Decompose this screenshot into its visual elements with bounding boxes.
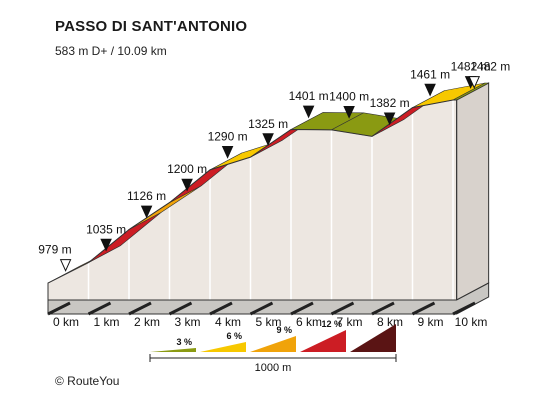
km-tick-mark [330, 301, 355, 316]
elevation-label: 1382 m [370, 96, 410, 110]
elevation-marker [140, 205, 153, 219]
elevation-marker [424, 83, 436, 97]
profile-front-face [48, 100, 457, 300]
km-tick-label: 5 km [255, 315, 281, 329]
km-tick-label: 1 km [93, 315, 119, 329]
gradient-legend-swatch [250, 336, 296, 352]
chart-subtitle: 583 m D+ / 10.09 km [55, 44, 167, 58]
elevation-label: 1035 m [86, 222, 126, 236]
elevation-label: 1482 m [470, 60, 510, 74]
km-tick-label: 0 km [53, 315, 79, 329]
km-tick-mark [47, 301, 71, 316]
km-tick-label: 7 km [336, 315, 362, 329]
km-tick-mark [209, 301, 233, 316]
elevation-label: 1461 m [410, 67, 450, 81]
profile-outline [47, 99, 458, 300]
elevation-label: 1200 m [167, 162, 207, 176]
gradient-legend-swatch [300, 330, 346, 352]
km-tick-mark [249, 301, 274, 316]
gradient-legend-label: 3 % [176, 337, 192, 347]
elevation-marker [343, 105, 355, 119]
km-tick-label: 4 km [215, 315, 241, 329]
elevation-marker [302, 105, 315, 119]
km-tick-label: 6 km [296, 315, 322, 329]
km-tick-label: 10 km [455, 315, 488, 329]
elevation-marker [383, 112, 396, 126]
profile-end-face [456, 82, 490, 301]
gradient-legend-swatch [200, 342, 246, 352]
km-tick-mark [128, 301, 152, 316]
km-tick-mark [411, 301, 436, 316]
km-tick-mark [452, 301, 476, 316]
chart-title: PASSO DI SANT'ANTONIO [55, 18, 248, 35]
elevation-marker [468, 76, 481, 89]
scale-label: 1000 m [255, 362, 292, 374]
elevation-label: 1325 m [248, 117, 288, 131]
km-tick-mark [290, 301, 314, 316]
km-tick-mark [168, 301, 193, 316]
elevation-label: 1126 m [127, 189, 166, 203]
credit-footer: © RouteYou [55, 374, 120, 388]
km-tick-mark [87, 301, 112, 316]
elevation-marker [221, 146, 234, 159]
elevation-label: 1401 m [289, 89, 329, 103]
elevation-label: 979 m [38, 243, 71, 257]
elevation-label: 1400 m [329, 89, 369, 103]
elevation-label: 1290 m [208, 130, 248, 144]
km-tick-label: 3 km [174, 315, 200, 329]
gradient-legend-label: 9 % [276, 325, 292, 335]
elevation-marker [181, 178, 193, 192]
km-tick-label: 2 km [134, 315, 160, 329]
elevation-marker [262, 133, 274, 146]
elevation-marker [100, 238, 112, 252]
km-tick-mark [371, 301, 395, 316]
elevation-marker [59, 259, 72, 272]
km-tick-label: 9 km [417, 315, 443, 329]
km-tick-label: 8 km [377, 315, 403, 329]
gradient-legend-swatch [150, 348, 196, 352]
elevation-label: 1482 m [451, 60, 491, 74]
gradient-legend-label: 6 % [226, 331, 242, 341]
gradient-legend-swatch [350, 324, 396, 352]
gradient-legend-label: 12 % [321, 319, 342, 329]
